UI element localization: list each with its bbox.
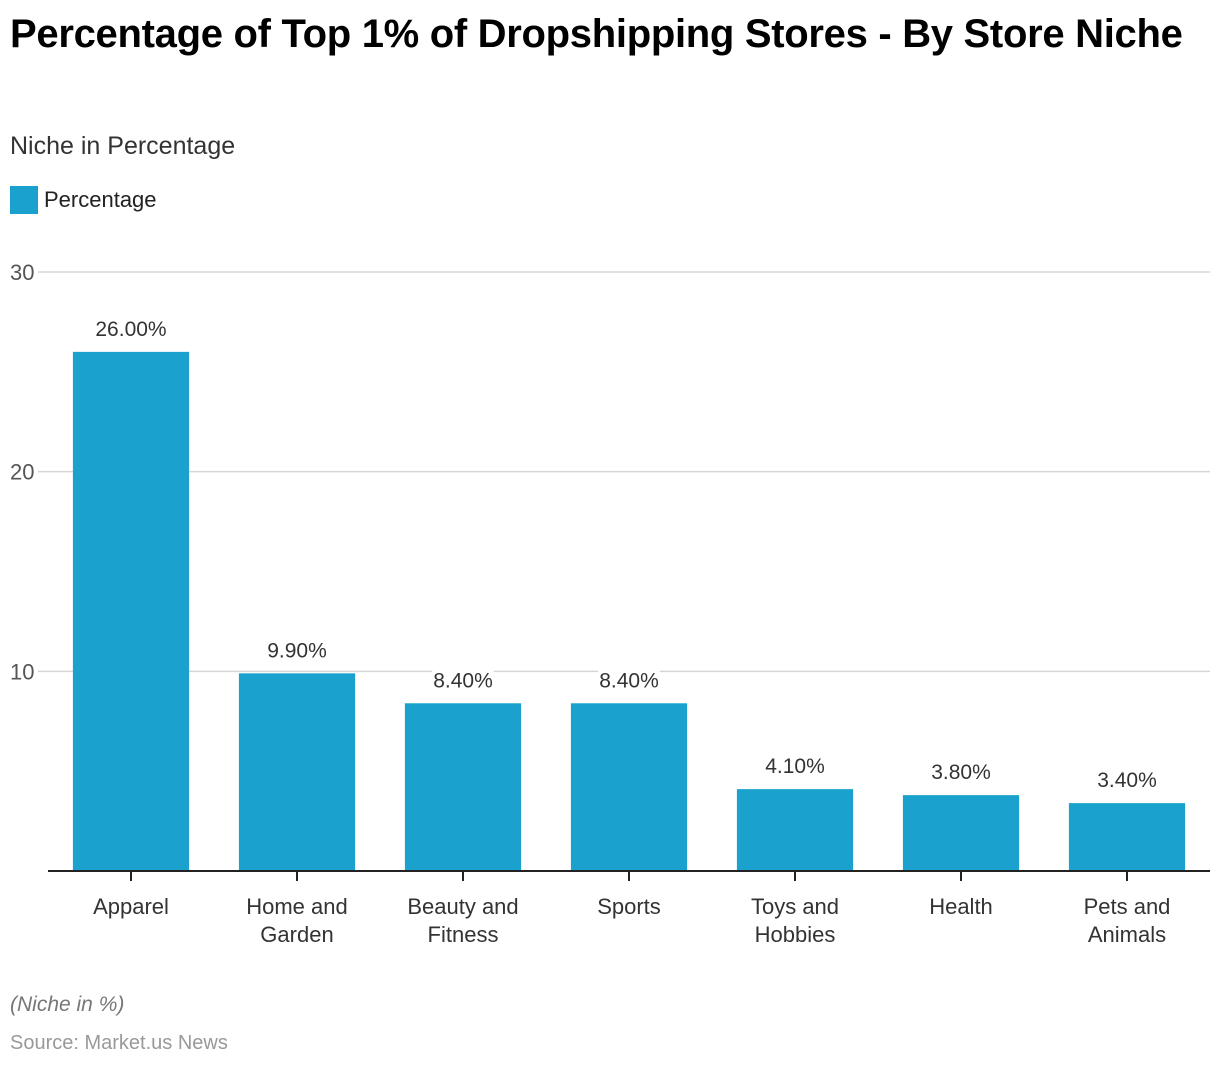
x-category-label-2: Beauty and Fitness xyxy=(407,894,518,947)
x-category-label-6: Pets and Animals xyxy=(1084,894,1171,947)
data-label-bg-5 xyxy=(930,759,992,786)
data-label-0: 26.00% xyxy=(95,318,166,341)
data-label-bg-3 xyxy=(598,667,660,694)
x-category-label-3: Sports xyxy=(597,894,661,919)
x-axis: Apparel Home and Garden Beauty and Fitness Sp… xyxy=(48,870,1210,947)
footnote: (Niche in %) xyxy=(10,993,125,1016)
y-tick-label-30: 30 xyxy=(10,260,34,285)
legend-label: Percentage xyxy=(44,187,157,212)
legend-swatch-icon xyxy=(10,186,38,214)
y-tick-label-10: 10 xyxy=(10,659,34,684)
data-labels: 26.00% 9.90% 8.40% 8.40% 4.10% 3.80% 3.40% xyxy=(94,315,1158,794)
bar-3 xyxy=(570,703,688,871)
data-label-2: 8.40% xyxy=(433,669,493,692)
bar-5 xyxy=(902,795,1020,871)
data-label-3: 8.40% xyxy=(599,669,659,692)
x-category-label-1: Home and Garden xyxy=(246,894,348,947)
chart-subtitle: Niche in Percentage xyxy=(10,132,236,160)
data-label-bg-4 xyxy=(764,753,826,780)
y-tick-bg xyxy=(8,457,38,484)
x-category-label-0: Apparel xyxy=(93,894,169,919)
data-label-6: 3.40% xyxy=(1097,769,1157,792)
data-label-1: 9.90% xyxy=(267,639,327,662)
x-category-label-5: Health xyxy=(929,894,993,919)
bar-0 xyxy=(72,351,190,871)
data-label-bg-6 xyxy=(1096,767,1158,794)
bar-4 xyxy=(736,789,854,871)
x-category-label-4: Toys and Hobbies xyxy=(751,894,839,947)
data-label-5: 3.80% xyxy=(931,761,991,784)
y-tick-bg xyxy=(8,657,38,684)
data-label-bg-0 xyxy=(94,315,168,342)
data-label-bg-2 xyxy=(432,667,494,694)
bar-6 xyxy=(1068,803,1186,871)
y-tick-bg xyxy=(8,258,38,284)
data-label-bg-1 xyxy=(266,637,328,664)
chart-title: Percentage of Top 1% of Dropshipping Sto… xyxy=(10,12,1183,56)
data-label-4: 4.10% xyxy=(765,755,825,778)
source-text: Source: Market.us News xyxy=(10,1032,228,1054)
y-tick-label-20: 20 xyxy=(10,460,34,485)
bar-1 xyxy=(238,673,356,871)
bar-2 xyxy=(404,703,522,871)
legend: Percentage xyxy=(10,186,157,214)
bars xyxy=(72,351,1186,871)
